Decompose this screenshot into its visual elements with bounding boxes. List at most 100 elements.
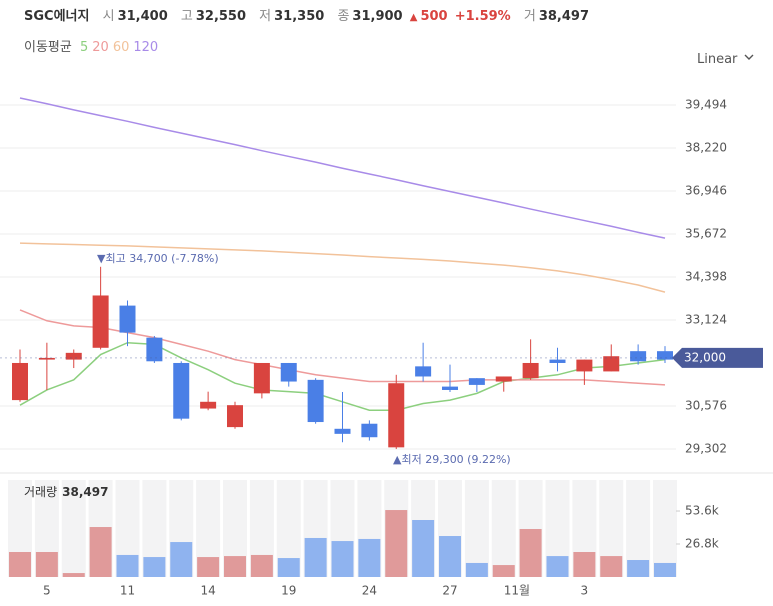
change-arrow: ▲	[409, 12, 418, 23]
ma-legend-item: 20	[92, 40, 109, 55]
value: 31,350	[274, 9, 325, 24]
candle-body	[361, 423, 378, 438]
candle-body	[522, 362, 539, 379]
candle-body	[227, 405, 243, 428]
volume-bar	[35, 552, 58, 577]
max-annotation: ▼최고 34,700 (-7.78%)	[97, 252, 219, 265]
current-price-label: 32,000	[684, 350, 726, 364]
candle-body	[146, 337, 163, 362]
volume-bar	[304, 537, 327, 577]
candle-body	[442, 386, 458, 390]
volume-title: 거래량 38,497	[24, 485, 108, 499]
volume-bar	[9, 552, 31, 577]
volume-bar	[143, 557, 166, 577]
y-tick-label: 38,220	[685, 140, 727, 154]
y-tick-label: 34,398	[685, 269, 727, 283]
y-tick-label: 29,302	[685, 441, 727, 455]
value: 32,550	[195, 9, 247, 24]
volume-bar	[654, 562, 676, 577]
volume-bar	[277, 558, 300, 577]
volume-bar	[519, 528, 542, 577]
x-tick-label: 3	[581, 584, 589, 598]
label: 고	[180, 9, 193, 24]
y-tick-label: 36,946	[685, 183, 727, 197]
candle-body	[12, 362, 28, 401]
candle-body	[657, 351, 673, 360]
x-tick-label: 24	[362, 584, 377, 598]
candle-body	[119, 305, 136, 333]
candle-body	[280, 362, 297, 382]
ma-line	[19, 242, 666, 293]
volume-title-label: 거래량	[24, 485, 57, 499]
volume-bar	[170, 542, 193, 577]
volume-bar	[412, 520, 435, 577]
candle-body	[468, 378, 485, 385]
current-price-tag	[672, 347, 763, 368]
volume-bar	[197, 557, 220, 577]
candle-body	[334, 428, 351, 434]
volume-bar	[546, 556, 569, 577]
ma-line	[19, 97, 666, 239]
volume-bar	[224, 556, 246, 577]
candle-body	[603, 356, 620, 372]
label: 거	[523, 9, 536, 24]
candle-body	[307, 379, 324, 423]
candle-body	[495, 376, 512, 382]
candle-body	[200, 401, 217, 409]
volume-bar	[250, 554, 273, 577]
candle-body	[92, 295, 109, 348]
y-tick-label: 30,576	[685, 398, 727, 412]
volume-bar	[331, 541, 354, 577]
quote-header: SGC에너지 시 31,400 고 32,550 저 31,350 종 31,900 ▲…	[24, 5, 592, 24]
change: 500	[420, 9, 448, 24]
label: 종	[337, 9, 350, 24]
y-tick-label: 39,494	[685, 97, 727, 111]
volume-bar	[492, 565, 515, 577]
label: 저	[259, 9, 272, 24]
y-tick-label: 35,672	[685, 226, 727, 240]
volume-tick-label: 53.6k	[685, 504, 719, 518]
volume-bg	[491, 480, 516, 577]
ma-legend-items: 5 20 60 120	[80, 40, 162, 55]
candle-body	[253, 362, 270, 394]
volume-total: 38,497	[62, 485, 108, 499]
candle-body	[388, 383, 405, 448]
volume-bar	[358, 538, 381, 577]
value: 31,900	[352, 9, 403, 24]
volume-bar	[385, 510, 408, 577]
candle-body	[630, 351, 647, 362]
x-tick-label: 27	[442, 584, 457, 598]
x-tick-label: 14	[200, 584, 215, 598]
candle-body	[173, 362, 190, 419]
candle-body	[549, 359, 566, 363]
scale-dropdown[interactable]: Linear	[697, 52, 756, 67]
value: 31,400	[117, 9, 168, 24]
ma-legend-label: 이동평균	[24, 40, 72, 55]
candle-body	[576, 359, 593, 372]
volume-bg	[464, 480, 489, 577]
candle-body	[38, 357, 55, 360]
chevron	[744, 54, 754, 60]
ma-legend-item: 5	[79, 40, 89, 55]
ma-legend-item: 60	[112, 40, 130, 55]
value: 38,497	[538, 9, 589, 24]
volume-bg	[653, 480, 677, 577]
x-tick-label: 5	[43, 584, 51, 598]
volume-bar	[600, 556, 623, 577]
volume-bar	[116, 554, 139, 577]
min-annotation: ▲최저 29,300 (9.22%)	[393, 453, 511, 466]
x-tick-label: 11	[120, 584, 135, 598]
y-tick-label: 33,124	[685, 312, 727, 326]
volume-bar	[439, 536, 461, 577]
candle-body	[415, 366, 432, 377]
volume-bg	[61, 480, 86, 577]
candle-body	[65, 352, 82, 360]
volume-bar	[465, 562, 488, 577]
volume-bar	[89, 527, 112, 577]
scale-mode: Linear	[697, 52, 738, 67]
x-tick-label: 11월	[504, 584, 530, 598]
volume-tick-label: 26.8k	[685, 537, 719, 551]
volume-bar	[62, 573, 85, 577]
stock-name: SGC에너지	[24, 9, 90, 24]
